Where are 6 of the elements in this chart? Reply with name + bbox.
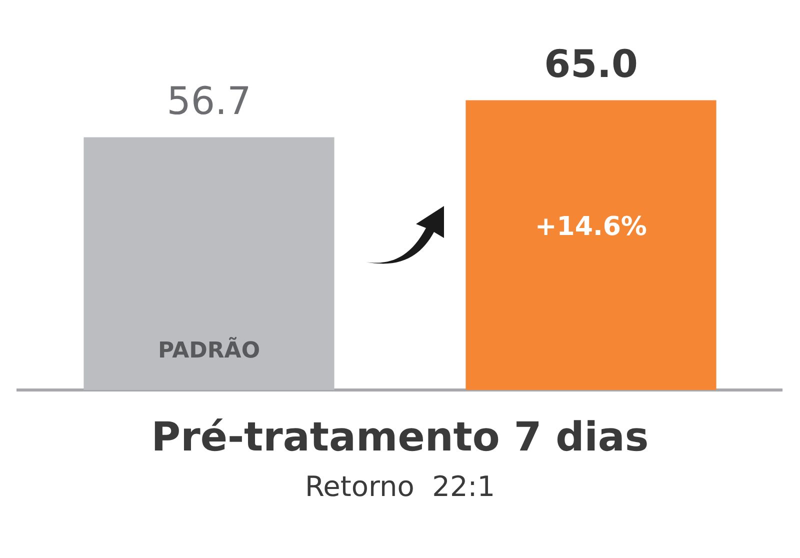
- data-label: 56.7: [166, 79, 252, 124]
- annotation: +14.6%: [535, 212, 647, 242]
- data-label: 65.0: [544, 42, 638, 86]
- x-axis-title: Pré-tratamento 7 dias: [151, 414, 649, 460]
- text: Retorno 22:1: [304, 470, 496, 503]
- x-tick-label: PADRÃO: [158, 336, 260, 364]
